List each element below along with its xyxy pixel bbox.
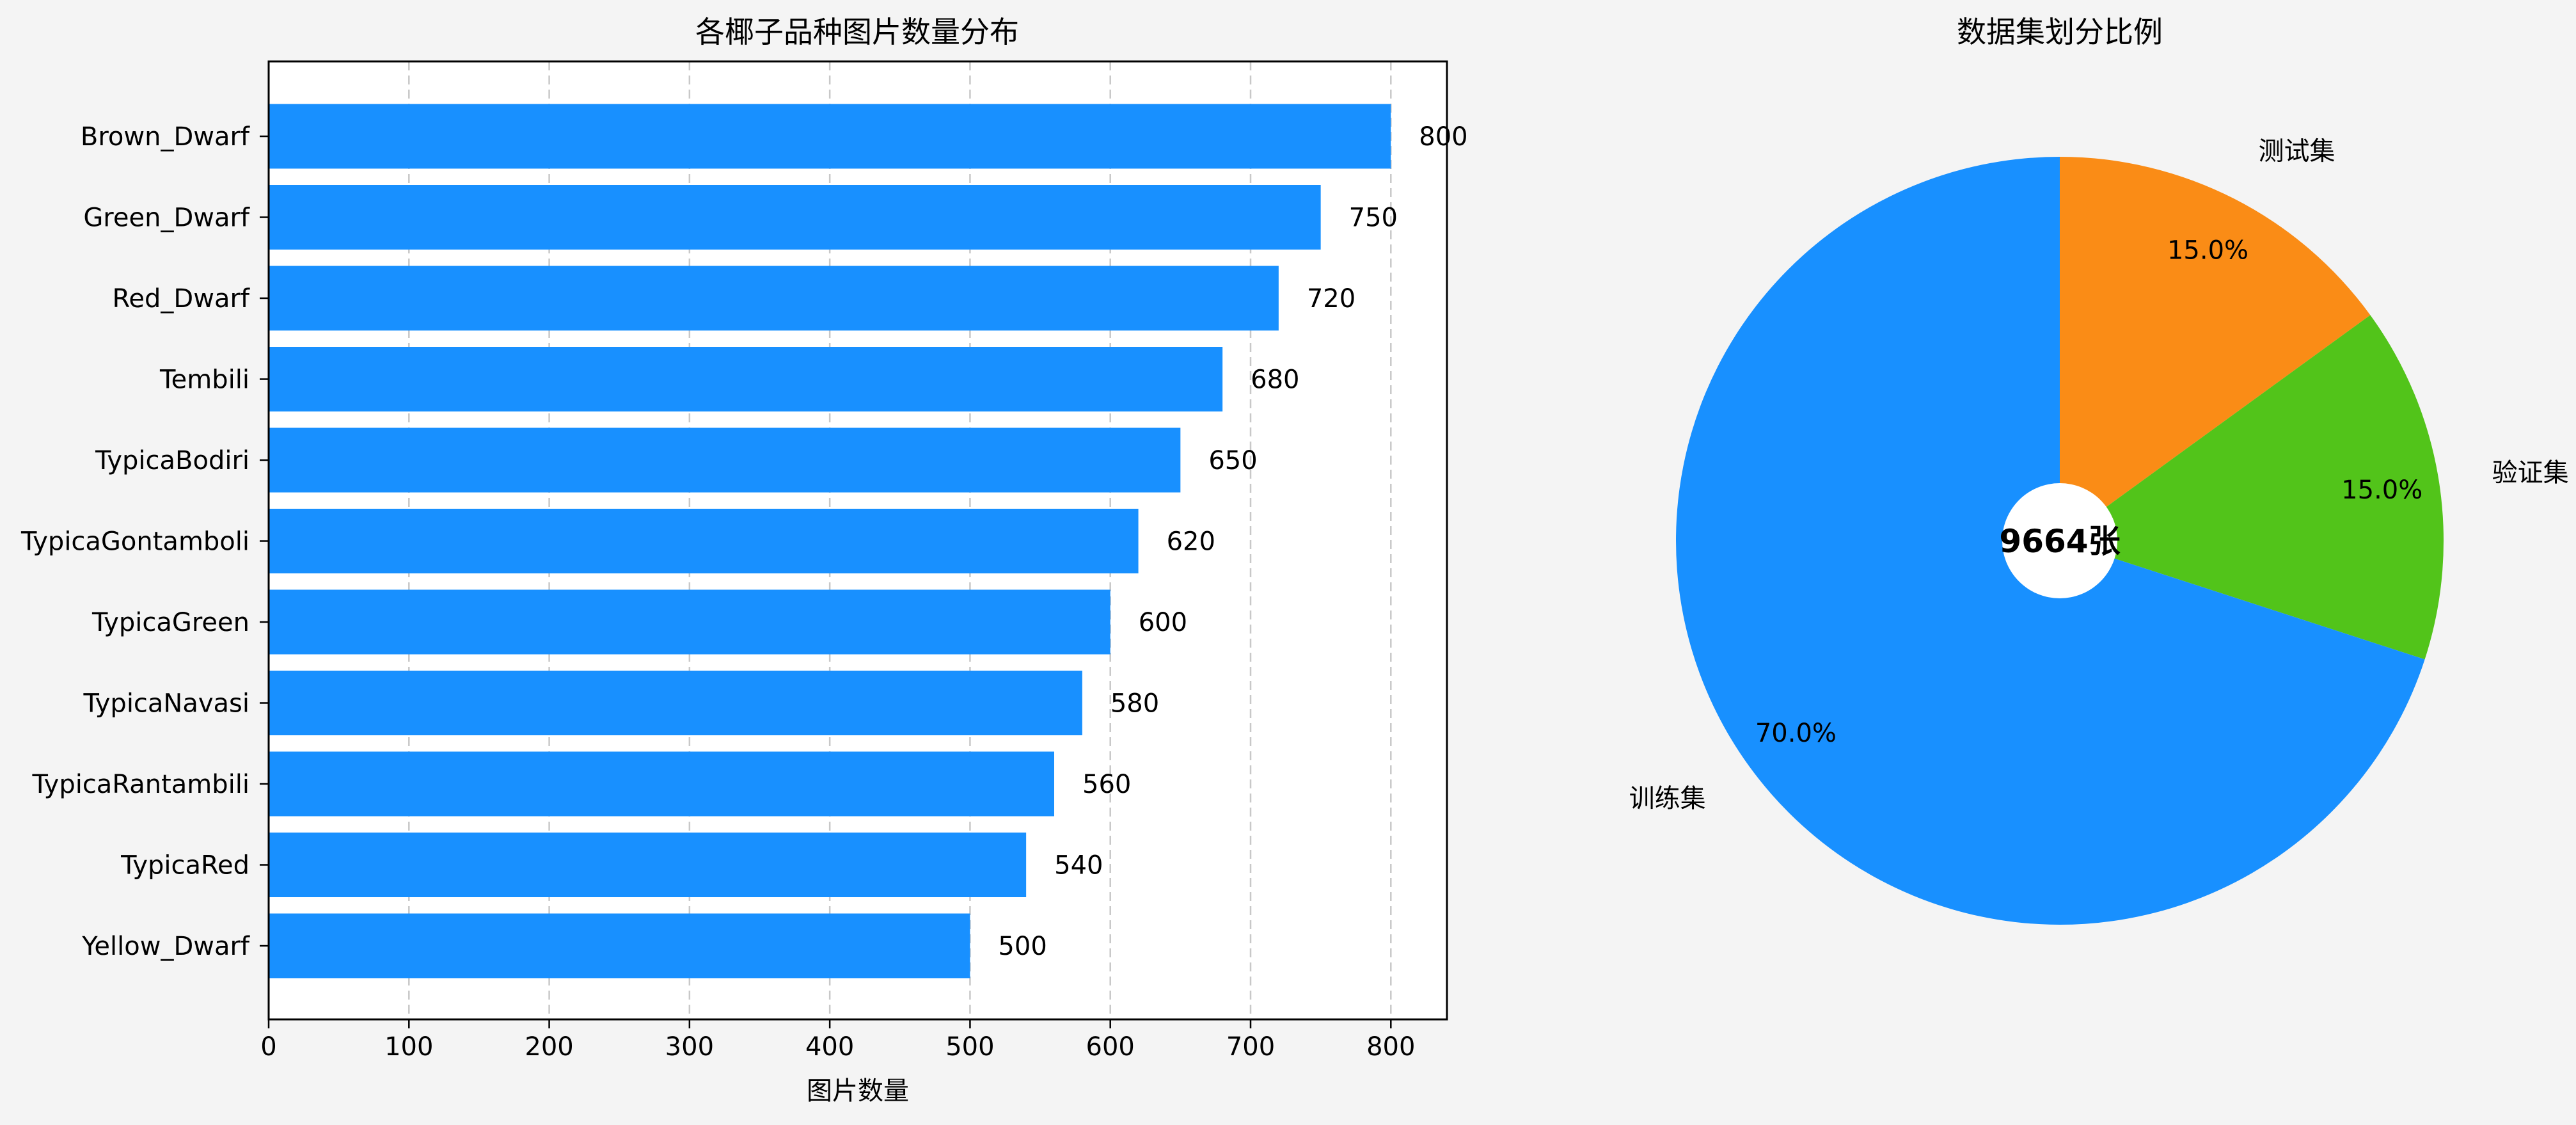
pie-slice-测试集	[2060, 157, 2371, 541]
pie-chart: 数据集划分比例 测试集 15.0% 验证集 15.0% 训练集 70.0% 9664张	[1629, 15, 2569, 925]
bar-TypicaRantambili	[269, 751, 1054, 817]
bar-TypicaGontamboli	[269, 509, 1139, 573]
y-tick-label-TypicaGreen: TypicaGreen	[91, 608, 249, 637]
x-tick-label-200: 200	[525, 1032, 573, 1062]
pie-label-训练集: 训练集	[1629, 784, 1706, 813]
y-tick-label-Green_Dwarf: Green_Dwarf	[83, 203, 250, 233]
y-tick-label-TypicaGontamboli: TypicaGontamboli	[20, 527, 249, 557]
bar-Tembili	[269, 347, 1223, 411]
pie-label-验证集: 验证集	[2492, 458, 2569, 488]
x-tick-label-500: 500	[945, 1032, 994, 1062]
bar-TypicaRed	[269, 833, 1027, 897]
x-tick-label-700: 700	[1226, 1032, 1275, 1062]
bar-TypicaGreen	[269, 589, 1110, 655]
bar-value-label-TypicaRed: 540	[1054, 851, 1103, 881]
pie-center-total: 9664张	[1999, 523, 2120, 560]
pie-slice-验证集	[2060, 315, 2444, 660]
bar-chart-bars: 800 750 720 680 650 620 600 580 560 540 500	[269, 104, 1468, 978]
bar-chart: 各椰子品种图片数量分布 800 750 720 680 650 620 600 580 560 5…	[20, 15, 1468, 1106]
bar-TypicaBodiri	[269, 427, 1181, 493]
x-tick-label-800: 800	[1366, 1032, 1415, 1062]
y-tick-label-Brown_Dwarf: Brown_Dwarf	[81, 122, 250, 152]
y-tick-label-TypicaNavasi: TypicaNavasi	[83, 689, 249, 719]
bar-Brown_Dwarf	[269, 104, 1391, 169]
y-tick-label-TypicaRed: TypicaRed	[120, 851, 249, 881]
y-tick-label-Tembili: Tembili	[159, 365, 249, 395]
bar-chart-y-ticks: Brown_Dwarf Green_Dwarf Red_Dwarf Tembili Ty…	[20, 122, 269, 961]
bar-value-label-Tembili: 680	[1251, 365, 1299, 395]
bar-chart-title: 各椰子品种图片数量分布	[695, 15, 1019, 49]
x-tick-label-300: 300	[665, 1032, 714, 1062]
bar-value-label-TypicaGreen: 600	[1139, 608, 1187, 637]
x-tick-label-400: 400	[805, 1032, 854, 1062]
bar-value-label-Brown_Dwarf: 800	[1419, 122, 1467, 152]
bar-value-label-Green_Dwarf: 750	[1349, 203, 1398, 233]
y-tick-label-TypicaBodiri: TypicaBodiri	[95, 446, 249, 475]
bar-chart-x-axis-label: 图片数量	[807, 1076, 909, 1106]
pie-pct-label-测试集: 15.0%	[2167, 236, 2248, 266]
bar-Red_Dwarf	[269, 266, 1279, 331]
bar-value-label-Yellow_Dwarf: 500	[998, 932, 1047, 961]
bar-value-label-TypicaNavasi: 580	[1110, 689, 1159, 719]
bar-value-label-TypicaBodiri: 650	[1208, 446, 1257, 475]
bar-chart-x-ticks: 0 100 200 300 400 500 600 700 800	[260, 1019, 1415, 1062]
bar-TypicaNavasi	[269, 671, 1082, 735]
bar-value-label-Red_Dwarf: 720	[1307, 284, 1355, 314]
bar-Green_Dwarf	[269, 185, 1321, 250]
y-tick-label-Red_Dwarf: Red_Dwarf	[112, 284, 249, 314]
pie-pct-label-验证集: 15.0%	[2341, 475, 2422, 505]
x-tick-label-100: 100	[384, 1032, 433, 1062]
y-tick-label-Yellow_Dwarf: Yellow_Dwarf	[81, 932, 250, 961]
pie-center-hole	[2002, 483, 2117, 598]
x-tick-label-0: 0	[260, 1032, 276, 1062]
pie-pct-label-训练集: 70.0%	[1755, 719, 1837, 748]
bar-value-label-TypicaGontamboli: 620	[1167, 527, 1215, 557]
x-tick-label-600: 600	[1086, 1032, 1135, 1062]
pie-chart-title: 数据集划分比例	[1957, 15, 2163, 49]
bar-Yellow_Dwarf	[269, 913, 970, 978]
y-tick-label-TypicaRantambili: TypicaRantambili	[31, 770, 249, 799]
bar-value-label-TypicaRantambili: 560	[1082, 770, 1131, 799]
pie-label-测试集: 测试集	[2259, 137, 2335, 166]
